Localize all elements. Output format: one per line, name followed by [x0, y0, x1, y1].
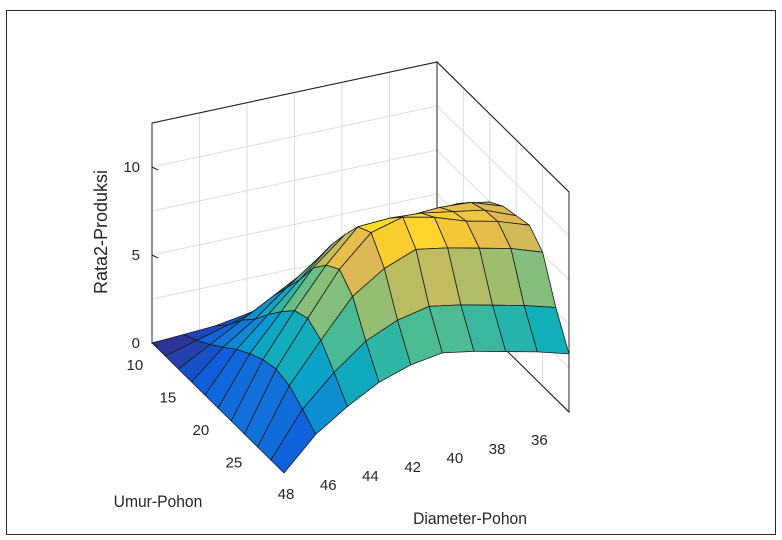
z-tick-label: 5	[132, 247, 140, 264]
figure-frame	[6, 10, 776, 535]
y-tick-label: 46	[320, 477, 337, 494]
z-tick-label: 10	[123, 159, 140, 176]
x-tick-label: 25	[226, 455, 243, 472]
y-tick-label: 40	[447, 450, 464, 467]
z-tick-mark	[151, 342, 159, 347]
x-axis-label: Umur-Pohon	[114, 492, 203, 511]
z-tick-label: 0	[132, 335, 140, 352]
y-tick-label: 44	[362, 468, 379, 485]
x-tick-label: 10	[127, 357, 144, 374]
y-tick-label: 36	[531, 432, 548, 449]
y-axis-label: Diameter-Pohon	[413, 509, 527, 528]
side-wall-outline	[436, 60, 570, 414]
y-tick-label: 38	[489, 441, 506, 458]
surface-patch	[270, 408, 317, 474]
z-tick-mark	[151, 254, 159, 259]
x-tick-label: 15	[160, 390, 177, 407]
surface-mesh	[151, 201, 570, 474]
y-tick-label: 48	[278, 486, 295, 503]
z-axis-label: Rata2-Produksi	[91, 170, 111, 294]
tick-labels: 0 5 10 10 15 20 25 36 38 40 42 44 46 48	[123, 159, 547, 503]
x-tick-label: 20	[193, 422, 210, 439]
y-tick-label: 42	[404, 459, 421, 476]
z-tick-mark	[151, 166, 159, 171]
